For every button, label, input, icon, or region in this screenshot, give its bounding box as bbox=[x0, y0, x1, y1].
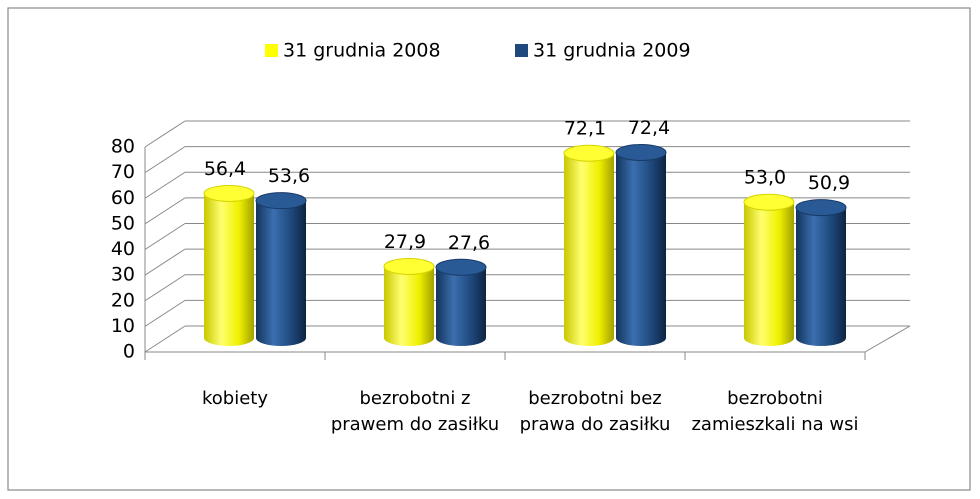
grid-line-side bbox=[144, 274, 186, 302]
value-label: 53,6 bbox=[268, 165, 310, 187]
y-tick-label: 0 bbox=[123, 341, 135, 363]
grid-line-side bbox=[144, 325, 186, 353]
value-label: 72,1 bbox=[564, 118, 606, 140]
bar-top bbox=[435, 258, 487, 276]
y-tick-label: 80 bbox=[111, 136, 135, 158]
floor-right bbox=[864, 325, 911, 353]
bar-top bbox=[383, 258, 435, 276]
grid-line-side bbox=[144, 171, 186, 199]
bar bbox=[616, 152, 666, 346]
grid-line-side bbox=[144, 248, 186, 276]
bar-top bbox=[615, 143, 667, 161]
bar-top bbox=[795, 199, 847, 217]
y-tick-label: 40 bbox=[111, 238, 135, 260]
x-tick-label: kobiety bbox=[201, 388, 268, 409]
grid-line-side bbox=[144, 299, 186, 327]
y-tick-label: 50 bbox=[111, 212, 135, 234]
bar bbox=[204, 193, 254, 346]
grid-line-side bbox=[144, 223, 186, 250]
grid-line-side bbox=[144, 146, 186, 174]
y-tick-label: 20 bbox=[111, 289, 135, 311]
bar bbox=[256, 200, 306, 346]
legend-swatch bbox=[265, 44, 278, 57]
y-tick-label: 70 bbox=[111, 161, 135, 183]
bar-top bbox=[743, 193, 795, 211]
bar bbox=[436, 267, 486, 346]
value-label: 53,0 bbox=[744, 167, 786, 189]
y-tick-label: 10 bbox=[111, 315, 135, 337]
x-tick-label: bezrobotni bez prawa do zasiłku bbox=[519, 388, 671, 435]
x-tick-label: bezrobotni zamieszkali na wsi bbox=[691, 388, 859, 435]
bar bbox=[384, 266, 434, 346]
value-label: 56,4 bbox=[204, 158, 246, 180]
frame bbox=[7, 7, 971, 491]
bar bbox=[564, 153, 614, 346]
value-label: 72,4 bbox=[628, 117, 670, 139]
y-tick-label: 60 bbox=[111, 187, 135, 209]
bar-top bbox=[203, 184, 255, 202]
y-tick-label: 30 bbox=[111, 264, 135, 286]
bar bbox=[796, 207, 846, 346]
grid-line-side bbox=[144, 197, 186, 225]
value-label: 27,6 bbox=[448, 232, 490, 254]
legend-label: 31 grudnia 2009 bbox=[533, 40, 691, 62]
value-label: 50,9 bbox=[808, 172, 850, 194]
bar bbox=[744, 202, 794, 346]
value-label: 27,9 bbox=[384, 231, 426, 253]
bar-top bbox=[563, 144, 615, 162]
legend-label: 31 grudnia 2008 bbox=[283, 40, 441, 62]
legend-swatch bbox=[515, 44, 528, 57]
grid-line-side bbox=[144, 120, 186, 148]
bar-top bbox=[255, 192, 307, 210]
x-tick-label: bezrobotni z prawem do zasiłku bbox=[330, 388, 500, 435]
